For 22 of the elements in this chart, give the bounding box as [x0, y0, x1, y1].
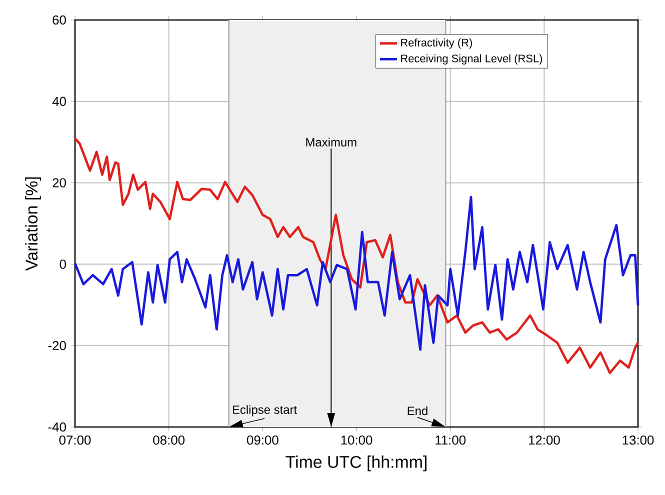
x-axis-title: Time UTC [hh:mm]	[286, 456, 426, 472]
ref-line-label: End	[408, 406, 428, 416]
legend-label: Receiving Signal Level (RSL)	[401, 54, 542, 65]
y-tick-label: -20	[48, 341, 66, 350]
line-series	[74, 196, 640, 351]
y-tick-label: 60	[52, 15, 66, 25]
x-tick-label: 11:00	[436, 436, 466, 445]
y-tick-label: 40	[52, 96, 66, 106]
y-tick-label: -40	[48, 422, 66, 432]
y-axis-title: Variation [%]	[25, 177, 41, 271]
x-tick-label: 07:00	[59, 436, 91, 445]
legend-label: Refractivity (R)	[401, 38, 472, 49]
x-tick-label: 09:00	[246, 436, 278, 445]
line-series	[74, 137, 640, 374]
y-tick-label: 20	[52, 178, 66, 188]
x-tick-label: 13:00	[622, 436, 654, 445]
ref-line-label: Maximum	[306, 138, 356, 146]
ref-line-label: Eclipse start	[232, 405, 297, 416]
x-tick-label: 10:00	[341, 436, 372, 445]
y-tick-label: 0	[60, 260, 66, 269]
x-tick-label: 08:00	[153, 436, 185, 445]
x-tick-label: 12:00	[528, 436, 560, 445]
